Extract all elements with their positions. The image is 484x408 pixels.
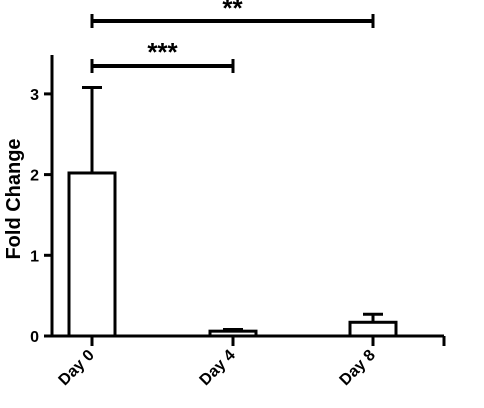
- x-ticks: Day 0 Day 4 Day 8: [56, 336, 446, 389]
- y-tick-label: 3: [30, 87, 39, 104]
- bar: [67, 171, 117, 338]
- bar: [208, 329, 258, 338]
- bar: [348, 320, 398, 338]
- y-tick-label: 2: [30, 168, 39, 185]
- y-tick-label: 0: [30, 329, 39, 346]
- y-tick-label: 1: [30, 248, 39, 265]
- x-tick-label: Day 0: [56, 347, 98, 389]
- y-axis-label: Fold Change: [3, 138, 25, 259]
- bars: [67, 85, 398, 338]
- x-tick-label: Day 8: [337, 347, 379, 389]
- y-ticks: 0 1 2 3: [30, 87, 52, 346]
- significance-label: **: [222, 0, 243, 23]
- significance-brackets: *****: [90, 0, 375, 73]
- x-tick-label: Day 4: [197, 347, 239, 389]
- significance-label: ***: [147, 37, 178, 67]
